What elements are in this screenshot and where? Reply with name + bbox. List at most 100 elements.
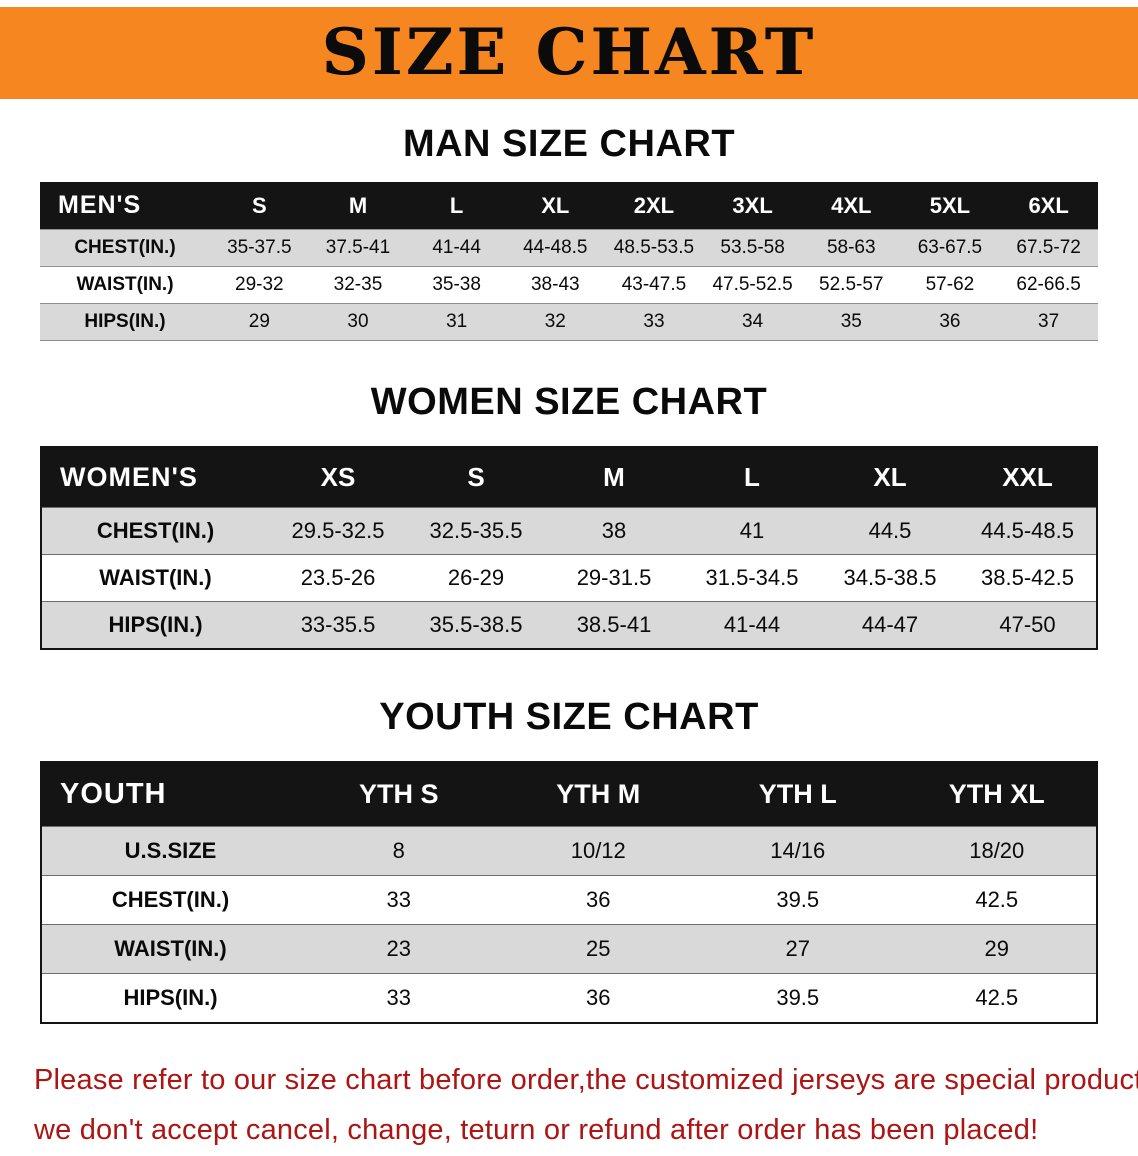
size-value: 35 [840, 311, 862, 332]
man-table-wrap: MEN'S S M L XL 2XL 3XL 4XL 5XL 6XL CHEST(IN.) 35-37… [0, 182, 1138, 341]
table-row: HIPS(IN.) 33 36 39.5 42.5 [41, 973, 1097, 1023]
size-value: 38.5-42.5 [981, 565, 1074, 590]
disclaimer: Please refer to our size chart before or… [34, 1056, 1138, 1156]
size-value: 43-47.5 [621, 274, 687, 295]
size-value: 31.5-34.5 [705, 565, 799, 590]
size-value: 36 [939, 311, 961, 332]
size-value: 35-38 [432, 274, 481, 295]
youth-table-wrap: YOUTH YTH S YTH M YTH L YTH XL U.S.SIZE 8 10/12… [0, 761, 1138, 1024]
table-row: WAIST(IN.) 29-32 32-35 35-38 38-43 43-47.5 47.… [40, 266, 1098, 304]
size-value: 34.5-38.5 [843, 565, 937, 590]
size-column-header: XS [269, 447, 407, 508]
table-row: CHEST(IN.) 35-37.5 37.5-41 41-44 44-48.5 48.5… [40, 229, 1098, 267]
women-table-wrap: WOMEN'S XS S M L XL XXL CHEST(IN.) 29.5-32.5 32.5… [0, 446, 1138, 650]
table-row: HIPS(IN.) 33-35.5 35.5-38.5 38.5-41 41-44 44-… [41, 601, 1097, 649]
banner-title: SIZE CHART [321, 15, 817, 90]
size-value: 30 [347, 311, 369, 332]
size-value: 34 [742, 311, 764, 332]
table-corner-label: YOUTH [41, 762, 299, 827]
man-section-heading: MAN SIZE CHART [402, 123, 736, 165]
size-value: 44.5 [868, 518, 912, 543]
youth-size-table: YOUTH YTH S YTH M YTH L YTH XL U.S.SIZE 8 10/12… [40, 761, 1098, 1024]
size-value: 57-62 [925, 274, 975, 295]
size-value: 47-50 [999, 612, 1056, 637]
size-value: 63-67.5 [917, 237, 983, 258]
youth-size-chart-section: YOUTH SIZE CHART YOUTH YTH S YTH M YTH L YTH… [0, 650, 1138, 1024]
size-value: 8 [392, 838, 405, 863]
table-row: WAIST(IN.) 23 25 27 29 [41, 924, 1097, 974]
size-column-header: XL [821, 447, 959, 508]
size-value: 29-31.5 [576, 565, 652, 590]
size-column-header: 6XL [999, 182, 1098, 230]
size-value: 62-66.5 [1016, 274, 1081, 295]
size-value: 26-29 [447, 565, 505, 590]
size-column-header: YTH M [498, 762, 698, 827]
row-label: WAIST(IN.) [99, 565, 212, 590]
size-value: 23 [386, 936, 411, 961]
women-section-heading: WOMEN SIZE CHART [370, 381, 768, 423]
man-size-chart-section: MAN SIZE CHART MEN'S S M L XL 2XL 3XL 4XL 5XL 6XL… [0, 99, 1138, 341]
table-row: HIPS(IN.) 29 30 31 32 33 34 35 36 37 [40, 303, 1098, 341]
size-value: 36 [586, 985, 611, 1010]
size-value: 29 [248, 311, 270, 332]
size-value: 67.5-72 [1016, 237, 1081, 258]
table-corner-label: MEN'S [40, 182, 210, 230]
size-value: 32 [544, 311, 566, 332]
size-column-header: YTH XL [897, 762, 1097, 827]
row-label: HIPS(IN.) [84, 311, 166, 332]
size-value: 18/20 [969, 838, 1025, 863]
size-value: 35.5-38.5 [429, 612, 523, 637]
size-value: 39.5 [776, 985, 820, 1010]
size-column-header: S [210, 182, 309, 230]
size-value: 41-44 [723, 612, 781, 637]
size-column-header: M [308, 182, 408, 230]
size-value: 58-63 [826, 237, 876, 258]
table-header-row: YOUTH YTH S YTH M YTH L YTH XL [41, 762, 1097, 827]
size-value: 33-35.5 [300, 612, 376, 637]
size-column-header: M [545, 447, 683, 508]
size-value: 37.5-41 [325, 237, 391, 258]
size-column-header: L [407, 182, 506, 230]
size-column-header: YTH L [698, 762, 898, 827]
table-header-row: WOMEN'S XS S M L XL XXL [41, 447, 1097, 508]
size-value: 47.5-52.5 [712, 274, 793, 295]
size-value: 29-32 [235, 274, 284, 295]
size-value: 33 [643, 311, 665, 332]
size-value: 42.5 [975, 887, 1019, 912]
size-value: 41 [739, 518, 765, 543]
table-header-row: MEN'S S M L XL 2XL 3XL 4XL 5XL 6XL [40, 182, 1098, 230]
disclaimer-line-2: we don't accept cancel, change, teturn o… [34, 1113, 1039, 1146]
size-value: 23.5-26 [300, 565, 376, 590]
size-value: 39.5 [776, 887, 820, 912]
size-column-header: 3XL [703, 182, 802, 230]
size-value: 41-44 [432, 237, 481, 258]
size-value: 44-48.5 [523, 237, 588, 258]
size-value: 32-35 [333, 274, 383, 295]
size-value: 38-43 [530, 274, 580, 295]
size-value: 31 [446, 311, 468, 332]
size-value: 53.5-58 [720, 237, 785, 258]
size-value: 25 [586, 936, 611, 961]
size-chart-banner: SIZE CHART [0, 7, 1138, 99]
size-value: 38.5-41 [576, 612, 652, 637]
size-value: 32.5-35.5 [429, 518, 523, 543]
size-column-header: 5XL [900, 182, 1000, 230]
size-column-header: YTH S [299, 762, 499, 827]
row-label: HIPS(IN.) [123, 985, 218, 1010]
size-value: 35-37.5 [227, 237, 292, 258]
row-label: WAIST(IN.) [114, 936, 227, 961]
row-label: WAIST(IN.) [76, 274, 174, 295]
table-row: CHEST(IN.) 29.5-32.5 32.5-35.5 38 41 44.5 44.5… [41, 507, 1097, 555]
womens-size-table: WOMEN'S XS S M L XL XXL CHEST(IN.) 29.5-32.5 32.5… [40, 446, 1098, 650]
size-value: 14/16 [770, 838, 826, 863]
row-label: U.S.SIZE [124, 838, 217, 863]
disclaimer-line-1: Please refer to our size chart before or… [34, 1064, 1138, 1096]
row-label: HIPS(IN.) [108, 612, 203, 637]
size-value: 52.5-57 [819, 274, 884, 295]
size-value: 38 [601, 518, 627, 543]
size-column-header: L [683, 447, 821, 508]
size-value: 33 [386, 985, 411, 1010]
table-row: WAIST(IN.) 23.5-26 26-29 29-31.5 31.5-34.5 34… [41, 554, 1097, 602]
size-value: 44.5-48.5 [981, 518, 1074, 543]
youth-section-heading: YOUTH SIZE CHART [379, 696, 759, 738]
